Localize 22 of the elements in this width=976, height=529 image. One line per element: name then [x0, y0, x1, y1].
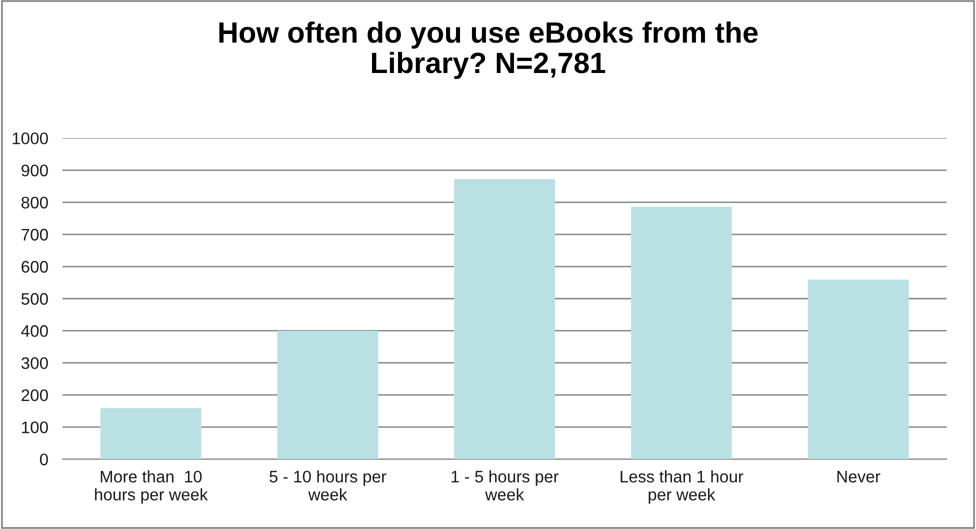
chart-title: How often do you use eBooks from the Library? N=2,781: [219, 21, 758, 80]
y-tick-label: 700: [22, 228, 48, 241]
x-tick-label: Never: [837, 470, 880, 483]
x-tick-label: More than 10 hours per week: [95, 470, 208, 504]
y-tick-label: 900: [22, 164, 48, 176]
y-tick-label: 500: [21, 293, 48, 305]
x-tick-label: 1 - 5 hours per week: [452, 470, 559, 500]
y-tick-label: 100: [22, 421, 48, 434]
bar: [100, 408, 202, 460]
y-tick-label: 1000: [12, 132, 48, 144]
bar: [631, 206, 732, 460]
y-tick-label: 300: [21, 357, 48, 370]
x-tick-label: 5 - 10 hours per week: [270, 470, 386, 500]
bar: [277, 330, 378, 460]
y-tick-label: 200: [22, 389, 48, 402]
bar: [454, 179, 555, 460]
y-tick-label: 0: [40, 454, 48, 466]
y-tick-label: 600: [22, 260, 48, 273]
x-tick-label: Less than 1 hour per week: [620, 470, 744, 504]
y-tick-label: 800: [21, 196, 48, 208]
bar: [808, 280, 909, 460]
y-tick-label: 400: [21, 325, 48, 337]
